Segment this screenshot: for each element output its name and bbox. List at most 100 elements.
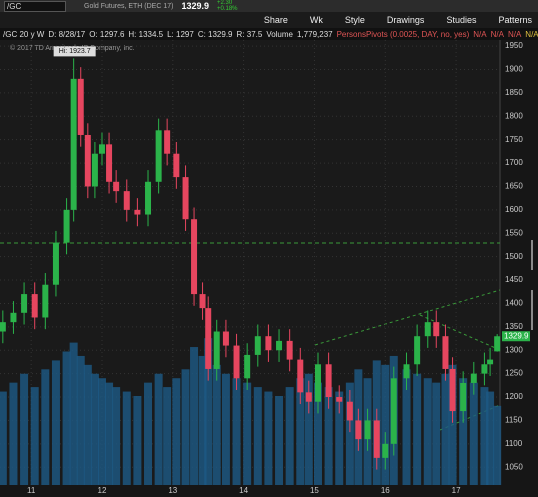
instrument: Gold Futures, ETH (DEC 17) bbox=[84, 2, 174, 10]
info-item: C: 1329.9 bbox=[197, 29, 233, 39]
y-tick-label: 1650 bbox=[505, 182, 523, 191]
annotation: Hi: 1923.7 bbox=[59, 48, 91, 55]
y-tick-label: 1350 bbox=[505, 322, 523, 331]
price-label: 1329.9 bbox=[504, 331, 529, 340]
symbol[interactable]: /GC bbox=[4, 0, 66, 12]
y-tick-label: 1400 bbox=[505, 299, 523, 308]
volume-bar bbox=[448, 364, 457, 485]
candle-body bbox=[424, 322, 431, 337]
candle-body bbox=[52, 242, 59, 285]
volume-bar bbox=[144, 382, 153, 485]
candle-body bbox=[199, 294, 206, 309]
y-tick-label: 1100 bbox=[505, 439, 523, 448]
chart: © 2017 TD Ameritrade IP Company, Inc. 10… bbox=[0, 40, 533, 495]
volume-bar bbox=[90, 373, 99, 485]
change-pct: +0.18% bbox=[217, 6, 238, 12]
candle-body bbox=[21, 294, 28, 313]
candle-body bbox=[182, 177, 189, 220]
volume-bar bbox=[432, 382, 441, 485]
candle-body bbox=[106, 144, 113, 182]
candle-body bbox=[164, 130, 171, 154]
volume-bar bbox=[413, 373, 422, 485]
candle-body bbox=[91, 153, 98, 187]
candle-body bbox=[470, 373, 477, 383]
toolbar-button[interactable]: Wk bbox=[309, 15, 323, 25]
candle-body bbox=[205, 308, 212, 369]
change: +2.30 bbox=[217, 0, 233, 6]
candle-body bbox=[414, 336, 421, 365]
x-tick-label: 13 bbox=[168, 486, 177, 495]
y-tick-label: 1950 bbox=[505, 41, 523, 50]
candle-body bbox=[373, 420, 380, 458]
info-item: L: 1297 bbox=[167, 29, 194, 39]
candle-body bbox=[346, 401, 353, 421]
toolbar: Share Wk Style Drawings Studies Patterns bbox=[0, 12, 538, 28]
candle-body bbox=[355, 420, 362, 440]
x-tick-label: 16 bbox=[381, 486, 390, 495]
volume-bar bbox=[423, 378, 432, 485]
volume-bar bbox=[51, 360, 60, 485]
y-tick-label: 1800 bbox=[505, 111, 523, 120]
volume-bar bbox=[313, 382, 322, 485]
candle-body bbox=[305, 392, 312, 402]
volume-bar bbox=[97, 378, 106, 485]
candle-body bbox=[254, 336, 261, 355]
candle-body bbox=[84, 134, 91, 187]
candle-body bbox=[265, 336, 272, 351]
trend-line bbox=[419, 314, 501, 351]
candle-body bbox=[70, 78, 77, 210]
annotation-box bbox=[53, 46, 96, 57]
x-tick-label: 15 bbox=[310, 486, 319, 495]
y-tick-label: 1900 bbox=[505, 65, 523, 74]
volume-bar bbox=[459, 378, 468, 485]
volume-bar bbox=[20, 373, 29, 485]
candle-body bbox=[63, 209, 70, 243]
volume-bar bbox=[480, 387, 489, 485]
volume-bar bbox=[285, 387, 294, 485]
volume-bar bbox=[76, 355, 85, 485]
volume-bar bbox=[133, 396, 142, 485]
volume-bar bbox=[221, 373, 230, 485]
candle-body bbox=[481, 364, 488, 374]
candle-body bbox=[403, 364, 410, 379]
toolbar-button[interactable]: Share bbox=[263, 15, 288, 25]
volume-bar bbox=[212, 364, 221, 485]
candle-body bbox=[364, 420, 371, 440]
price-label-box bbox=[502, 331, 530, 342]
volume-bar bbox=[243, 382, 252, 485]
candle-body bbox=[460, 382, 467, 412]
info-item: N/A bbox=[525, 29, 538, 39]
volume-bar bbox=[62, 351, 71, 485]
x-tick-label: 11 bbox=[27, 486, 36, 495]
y-tick-label: 1550 bbox=[505, 228, 523, 237]
volume-bar bbox=[204, 338, 213, 485]
title-bar: /GC Gold Futures, ETH (DEC 17) 1329.9 +2… bbox=[0, 0, 538, 12]
volume-bar bbox=[264, 391, 273, 485]
toolbar-button[interactable]: Drawings bbox=[386, 15, 425, 25]
toolbar-button[interactable]: Patterns bbox=[498, 15, 532, 25]
x-tick-label: 14 bbox=[239, 486, 248, 495]
candle-body bbox=[442, 336, 449, 369]
candle-body bbox=[222, 331, 229, 346]
toolbar-button[interactable]: Style bbox=[344, 15, 365, 25]
info-item: 1,779,237 bbox=[297, 29, 333, 39]
volume-bar bbox=[41, 369, 50, 485]
y-tick-label: 1500 bbox=[505, 252, 523, 261]
y-tick-label: 1250 bbox=[505, 369, 523, 378]
info-item: N/A bbox=[473, 29, 487, 39]
volume-bar bbox=[469, 382, 478, 485]
last-price: 1329.9 bbox=[181, 1, 209, 11]
volume-bar bbox=[83, 364, 92, 485]
info-item: D: 8/28/17 bbox=[48, 29, 86, 39]
info-item: N/A bbox=[507, 29, 522, 39]
toolbar-button[interactable]: Studies bbox=[446, 15, 477, 25]
candle-body bbox=[276, 340, 283, 351]
info-item: O: 1297.6 bbox=[89, 29, 125, 39]
candle-body bbox=[286, 340, 293, 360]
candle-body bbox=[433, 322, 440, 337]
x-tick-label: 12 bbox=[98, 486, 107, 495]
y-tick-label: 1050 bbox=[505, 462, 523, 471]
volume-bar bbox=[154, 373, 163, 485]
candle-body bbox=[0, 322, 6, 332]
